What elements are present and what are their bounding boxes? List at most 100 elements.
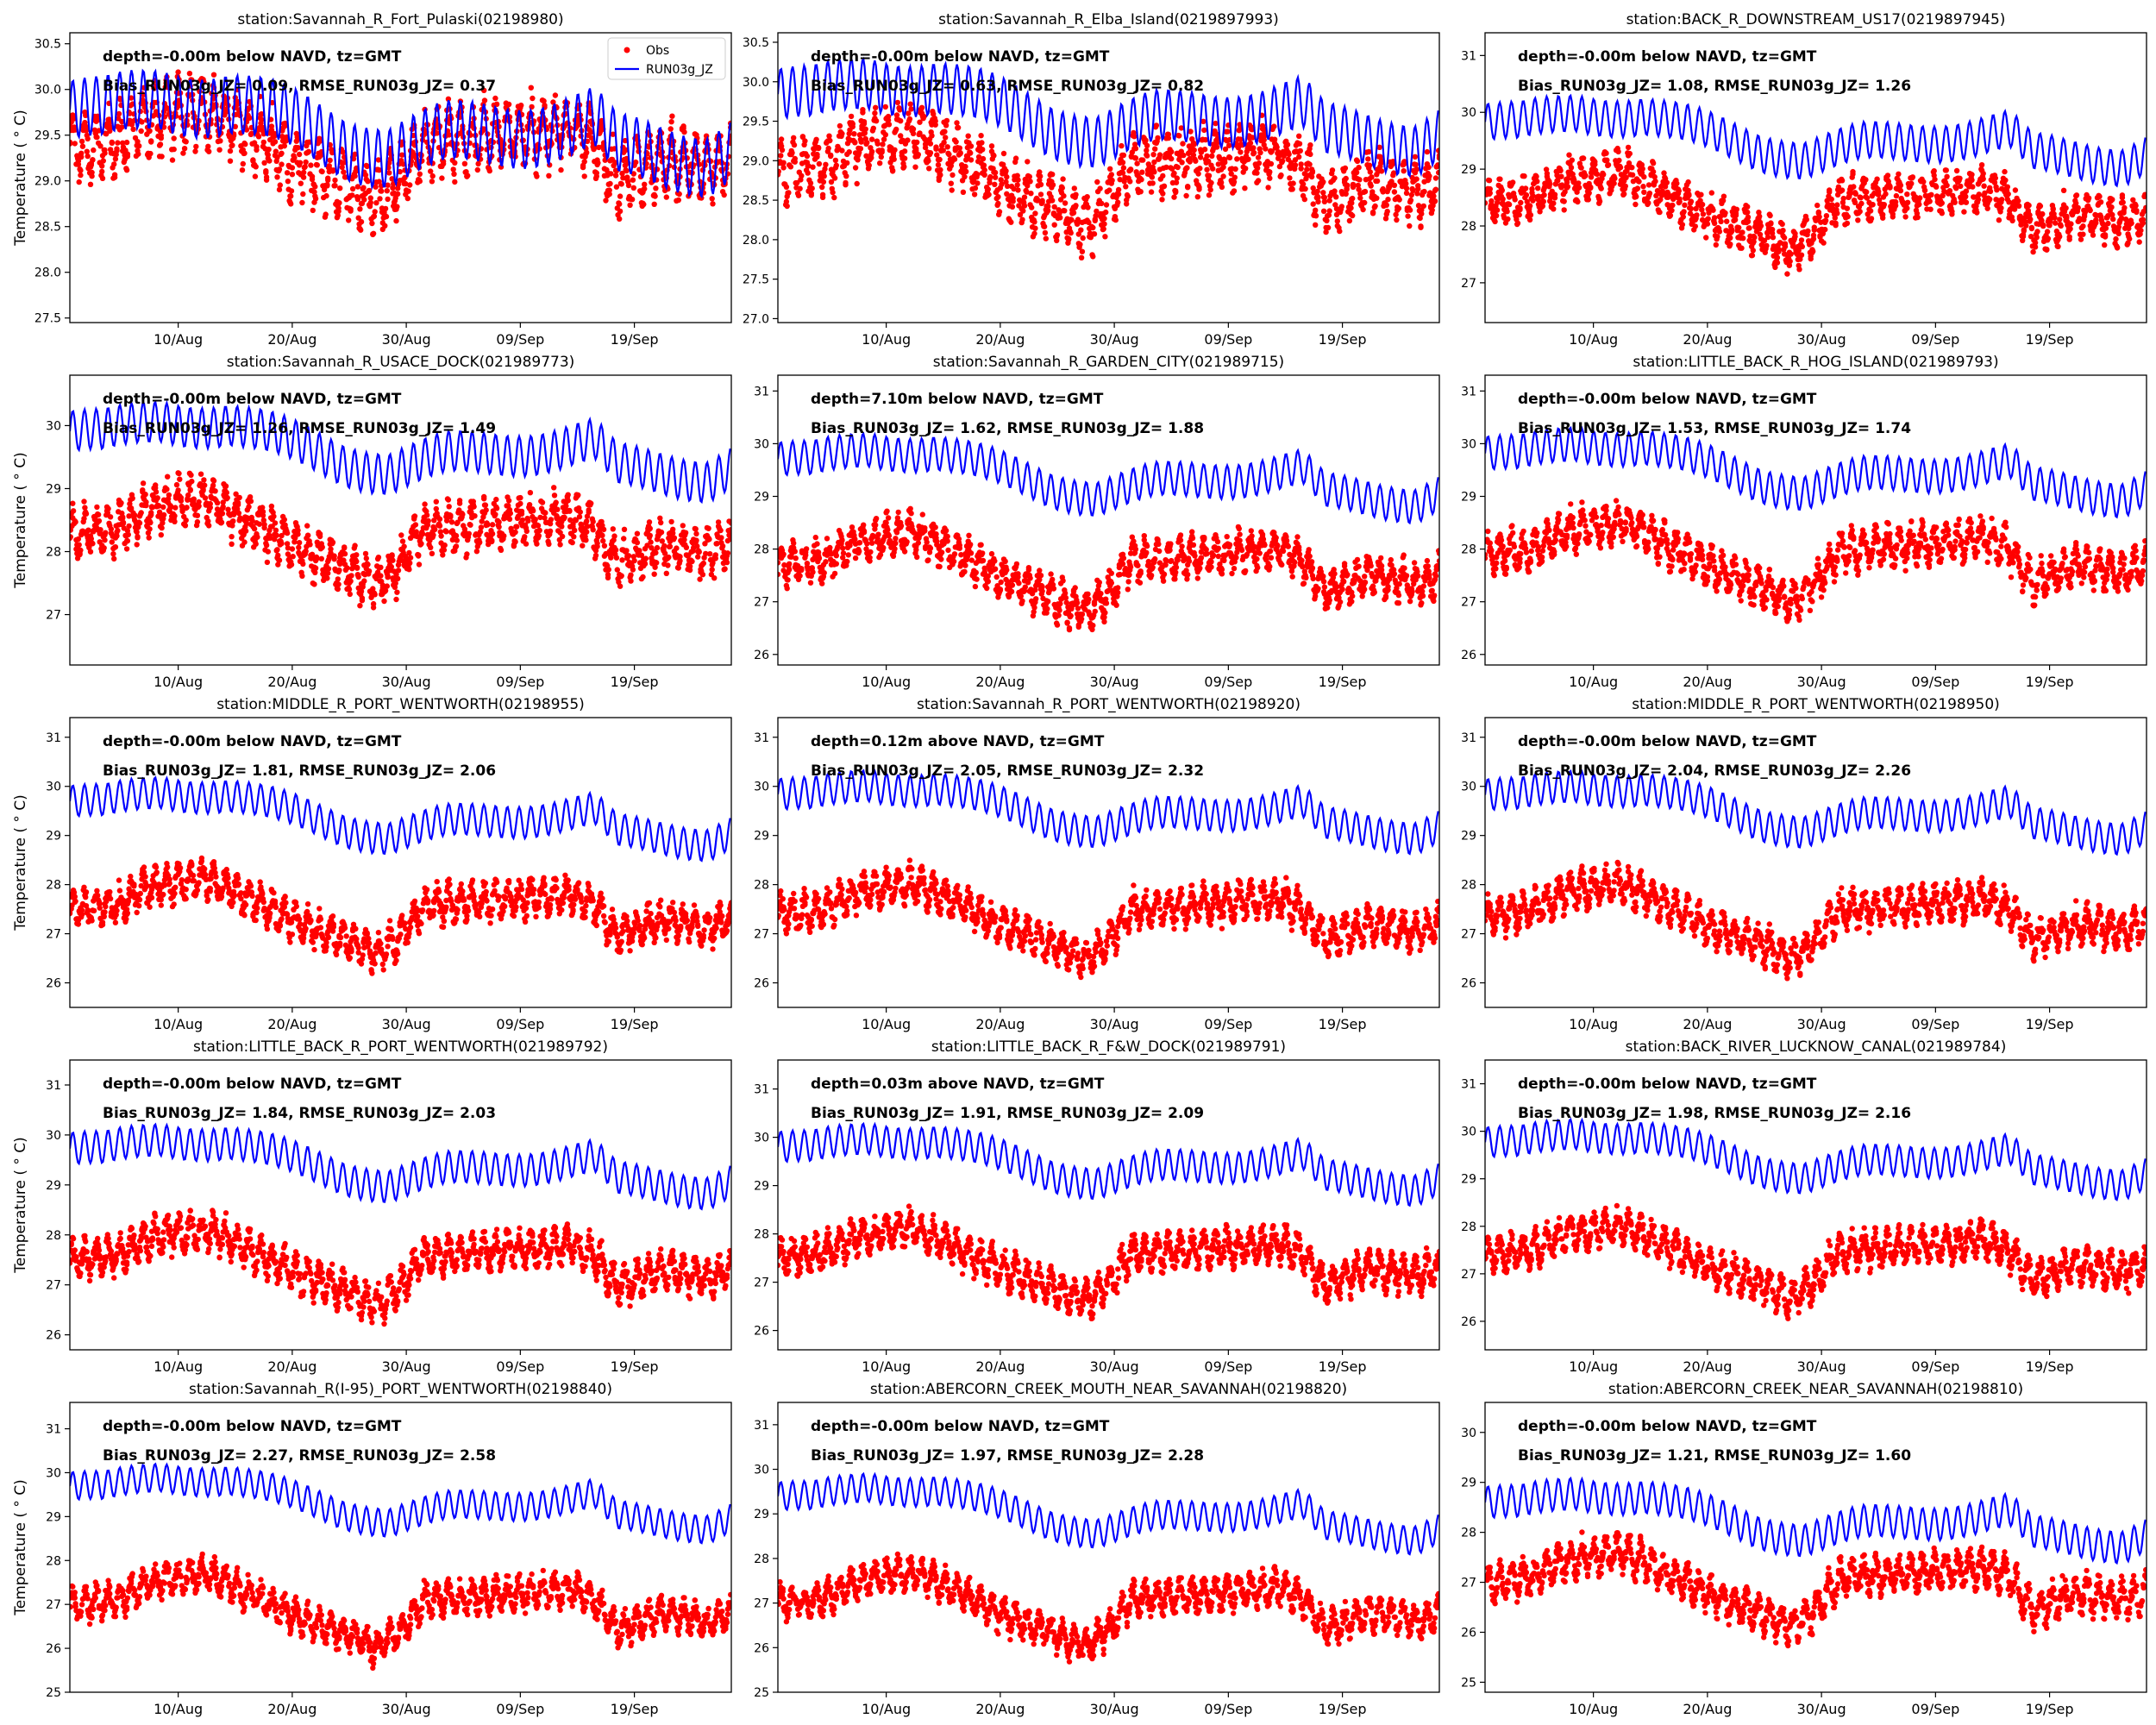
obs-point	[193, 143, 199, 150]
obs-point	[1803, 216, 1809, 223]
obs-point	[779, 147, 786, 154]
obs-point	[1356, 165, 1362, 171]
obs-point	[312, 569, 318, 575]
obs-point	[882, 132, 888, 138]
obs-point	[1537, 209, 1543, 215]
obs-point	[1961, 209, 1967, 215]
obs-point	[1181, 152, 1187, 159]
obs-point	[971, 191, 978, 198]
obs-point	[332, 177, 338, 184]
y-tick-label: 31	[1461, 49, 1476, 63]
obs-point	[894, 99, 901, 106]
obs-point	[795, 192, 802, 198]
obs-point	[282, 122, 288, 129]
obs-point	[312, 184, 318, 190]
obs-point	[622, 137, 629, 144]
obs-point	[279, 161, 285, 167]
obs-point	[940, 147, 947, 154]
obs-point	[248, 130, 254, 136]
obs-point	[1015, 177, 1021, 183]
obs-point	[1069, 216, 1075, 223]
obs-point	[1155, 135, 1161, 141]
obs-point	[1197, 154, 1204, 160]
obs-point	[1497, 176, 1503, 182]
obs-point	[1326, 198, 1332, 204]
obs-point	[1645, 182, 1652, 188]
obs-point	[365, 561, 371, 568]
obs-point	[1390, 159, 1396, 165]
obs-series	[1485, 144, 2147, 277]
obs-point	[220, 504, 226, 510]
obs-point	[1834, 210, 1840, 216]
obs-point	[1196, 185, 1202, 191]
obs-point	[1633, 193, 1639, 200]
obs-point	[1720, 193, 1727, 199]
obs-point	[1767, 212, 1773, 219]
stats-annotation: Bias_RUN03g_JZ= 0.09, RMSE_RUN03g_JZ= 0.…	[103, 78, 496, 95]
obs-point	[1261, 137, 1267, 143]
obs-point	[272, 520, 279, 526]
obs-point	[2113, 235, 2119, 242]
obs-point	[1380, 189, 1386, 195]
obs-point	[289, 546, 296, 552]
obs-point	[1547, 181, 1553, 187]
obs-point	[703, 133, 710, 139]
obs-point	[1298, 166, 1304, 172]
obs-point	[978, 133, 984, 139]
obs-point	[854, 180, 860, 187]
obs-point	[2120, 199, 2126, 205]
obs-point	[120, 514, 126, 520]
obs-point	[668, 119, 674, 125]
obs-point	[87, 549, 94, 555]
obs-point	[1313, 213, 1319, 219]
obs-point	[799, 134, 806, 140]
obs-point	[1149, 174, 1156, 180]
obs-point	[171, 135, 177, 141]
obs-point	[344, 565, 350, 571]
obs-point	[699, 195, 705, 201]
obs-point	[358, 219, 365, 225]
obs-point	[2109, 211, 2115, 218]
obs-point	[1366, 162, 1373, 168]
y-tick-label: 27.5	[743, 273, 769, 287]
obs-point	[399, 538, 406, 544]
obs-point	[135, 151, 141, 157]
obs-point	[1703, 235, 1709, 241]
obs-point	[826, 133, 832, 139]
obs-point	[1629, 165, 1635, 171]
obs-point	[1026, 173, 1033, 180]
obs-point	[2102, 242, 2108, 248]
obs-point	[1698, 191, 1704, 198]
obs-point	[89, 169, 95, 176]
obs-point	[618, 181, 624, 187]
obs-point	[1999, 197, 2005, 203]
obs-point	[481, 126, 487, 132]
obs-point	[830, 189, 836, 196]
obs-point	[1822, 226, 1828, 233]
obs-point	[107, 124, 114, 130]
obs-point	[1494, 212, 1500, 219]
x-tick-label: 20/Aug	[267, 331, 317, 348]
x-tick-label: 20/Aug	[975, 331, 1025, 348]
obs-point	[379, 188, 385, 194]
obs-point	[1746, 225, 1752, 231]
obs-point	[1575, 198, 1581, 205]
obs-point	[1576, 180, 1582, 186]
obs-point	[1634, 185, 1641, 191]
obs-point	[1852, 199, 1858, 205]
obs-point	[357, 603, 363, 609]
obs-point	[792, 155, 798, 162]
obs-point	[2058, 223, 2064, 229]
obs-point	[870, 125, 876, 131]
obs-point	[1810, 248, 1816, 254]
obs-point	[1769, 230, 1776, 236]
obs-point	[1148, 189, 1155, 195]
obs-point	[232, 123, 238, 129]
obs-point	[1781, 235, 1788, 241]
obs-point	[102, 537, 108, 543]
obs-point	[2136, 239, 2142, 245]
obs-point	[1050, 172, 1056, 178]
obs-point	[1784, 271, 1790, 277]
obs-point	[1271, 136, 1278, 142]
obs-point	[1764, 234, 1771, 241]
